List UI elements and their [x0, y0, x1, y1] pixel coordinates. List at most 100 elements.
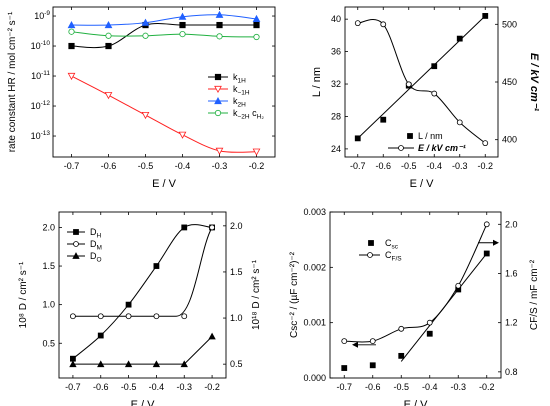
x-tick-label: -0.7 — [64, 161, 80, 171]
chart-capacitance: -0.7 -0.6 -0.5 -0.4 -0.3 -0.2 E / V 0.000 0.001 0… — [289, 207, 540, 406]
y2-tick-label: 2.0 — [505, 219, 518, 229]
data-point — [252, 148, 261, 156]
series-DM — [70, 224, 215, 320]
y-tick-label: 0.000 — [303, 373, 326, 383]
data-point — [68, 28, 75, 35]
x-axis-label: E / V — [131, 399, 156, 406]
legend-marker — [73, 241, 79, 247]
legend-marker — [398, 145, 404, 151]
data-point — [152, 360, 161, 368]
series-field — [354, 19, 489, 147]
y2-axis-label: E / kV cm⁻¹ — [528, 53, 540, 112]
data-point — [124, 360, 133, 368]
data-point — [483, 250, 490, 257]
data-point — [431, 63, 438, 70]
x-tick-label: -0.4 — [149, 382, 165, 392]
y2-tick-label: 400 — [502, 135, 517, 145]
data-point — [426, 330, 433, 337]
data-point — [354, 135, 361, 142]
series-line — [344, 224, 488, 343]
y-tick-label: 10-10 — [31, 40, 51, 51]
legend-label: L / nm — [418, 131, 443, 141]
data-point — [216, 33, 223, 40]
x-tick-label: -0.6 — [93, 382, 109, 392]
data-point — [216, 21, 223, 29]
x-tick-label: -0.2 — [249, 161, 265, 171]
y-axis-label: L / nm — [311, 67, 323, 97]
data-point — [97, 332, 104, 339]
data-point — [178, 131, 187, 139]
legend-label: E / kV cm⁻¹ — [418, 143, 466, 153]
data-point — [482, 140, 489, 147]
x-tick-label: -0.4 — [175, 161, 191, 171]
x-tick-label: -0.6 — [375, 161, 391, 171]
y2-tick-label: 500 — [502, 19, 517, 29]
legend-marker — [72, 252, 80, 259]
y2-tick-label: 1.5 — [230, 267, 243, 277]
y-tick-label: 24 — [331, 144, 341, 154]
legend-marker — [73, 229, 79, 235]
legend-label: DH — [90, 227, 102, 240]
data-point — [215, 10, 224, 18]
data-point — [431, 90, 438, 97]
series-k2H — [67, 10, 261, 29]
data-point — [354, 20, 361, 27]
y-axis-label: 10⁸ D / cm² s⁻¹ — [18, 261, 29, 328]
data-point — [253, 33, 260, 41]
y2-tick-label: 1.6 — [505, 268, 518, 278]
right-axis-arrowhead — [493, 239, 499, 246]
legend-label: DO — [90, 251, 102, 264]
x-tick-label: -0.5 — [121, 382, 137, 392]
data-point — [105, 42, 112, 50]
x-tick-label: -0.5 — [138, 161, 154, 171]
y-axis-label: Csc⁻² / (µF cm⁻²)⁻² — [289, 251, 300, 338]
chart-length-field: -0.7 -0.6 -0.5 -0.4 -0.3 -0.2 E / V 24 28 32 36 40 4… — [311, 6, 540, 190]
series-k−2H cH2 — [68, 28, 260, 41]
y-tick-label: 2.0 — [42, 222, 55, 232]
data-point — [141, 18, 150, 26]
y-tick-label: 0.001 — [303, 318, 326, 328]
x-axis-label: E / V — [410, 178, 435, 190]
data-point — [369, 362, 376, 369]
data-point — [482, 13, 489, 19]
y-tick-label: 0.003 — [303, 207, 326, 217]
series-line — [71, 23, 257, 49]
x-tick-label: -0.3 — [450, 382, 466, 392]
x-tick-label: -0.7 — [65, 382, 81, 392]
data-point — [456, 35, 463, 42]
y2-tick-label: 2.0 — [230, 221, 243, 231]
x-tick-label: -0.2 — [204, 382, 220, 392]
data-point — [215, 147, 224, 155]
y2-tick-label: 0.8 — [505, 367, 518, 377]
data-point — [97, 313, 104, 320]
series-line — [71, 14, 257, 26]
y2-tick-label: 0.5 — [230, 359, 243, 369]
x-axis-label: E / V — [152, 178, 177, 190]
y-tick-label: 0.5 — [42, 338, 55, 348]
series-line — [71, 75, 257, 153]
legend-marker — [214, 73, 222, 81]
x-tick-label: -0.4 — [426, 161, 442, 171]
series-line — [357, 19, 486, 144]
data-point — [142, 32, 149, 39]
x-tick-label: -0.5 — [393, 382, 409, 392]
y-tick-label: 10-11 — [31, 70, 50, 81]
y-tick-label: 28 — [331, 111, 341, 121]
data-point — [153, 263, 160, 269]
y-tick-label: 1.0 — [42, 300, 55, 310]
data-point — [208, 332, 216, 340]
data-point — [209, 224, 215, 231]
plot-frame — [329, 211, 502, 379]
legend-label: DM — [90, 239, 102, 252]
legend-marker — [214, 96, 222, 105]
legend-label: k2H — [233, 96, 246, 109]
legend-label: k−1H — [233, 84, 250, 97]
data-point — [179, 30, 186, 38]
y-tick-label: 10-12 — [31, 100, 51, 111]
data-point — [252, 14, 261, 23]
data-point — [105, 32, 112, 39]
plot-frame — [58, 211, 227, 379]
legend-marker — [214, 85, 222, 94]
x-tick-label: -0.6 — [365, 382, 381, 392]
y2-tick-label: 450 — [502, 77, 517, 87]
